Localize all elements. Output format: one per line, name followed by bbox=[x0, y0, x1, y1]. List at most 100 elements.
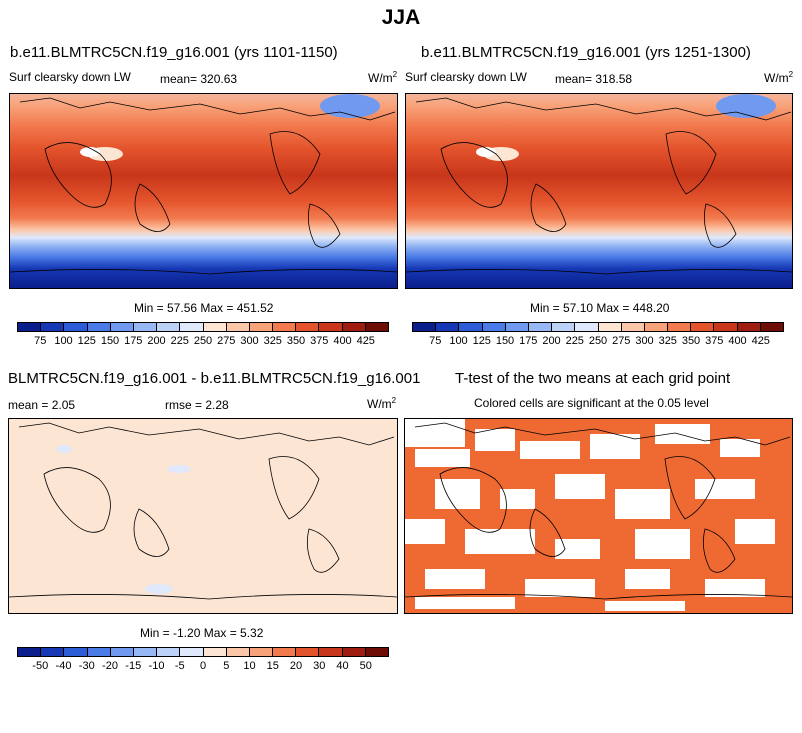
colorbar-swatch bbox=[249, 648, 274, 656]
colorbar-swatch bbox=[413, 323, 437, 331]
panel2-mean: mean= 318.58 bbox=[555, 72, 633, 86]
panel1-variable: Surf clearsky down LW bbox=[9, 70, 131, 84]
colorbar-swatch bbox=[505, 323, 529, 331]
colorbar-swatch bbox=[41, 648, 65, 656]
ttest-map bbox=[404, 418, 793, 614]
diff-colorbar bbox=[17, 647, 389, 657]
diff-units: W/m2 bbox=[367, 396, 397, 411]
colorbar-tick-label: 50 bbox=[359, 660, 372, 672]
colorbar-tick-label: -20 bbox=[102, 660, 118, 672]
colorbar-swatch bbox=[203, 648, 227, 656]
colorbar-tick-label: 250 bbox=[193, 335, 213, 347]
colorbar-tick-label: 300 bbox=[240, 335, 259, 347]
panel2-colorbar bbox=[412, 322, 784, 332]
diff-colorbar-labels: -50 -40 -30 -20 -15 -10 -5 0 5 10 15 20 30 40 50 bbox=[17, 660, 389, 674]
colorbar-tick-label: 100 bbox=[449, 335, 468, 347]
ttest-subtitle: Colored cells are significant at the 0.0… bbox=[474, 396, 709, 410]
colorbar-swatch bbox=[365, 648, 388, 656]
colorbar-tick-label: 10 bbox=[243, 660, 256, 672]
panel2-colorbar-labels: 75 100 125 150 175 200 225 250 275 300 325 350 375 40… bbox=[412, 335, 784, 349]
colorbar-swatch bbox=[18, 648, 42, 656]
colorbar-swatch bbox=[87, 648, 111, 656]
colorbar-tick-label: 375 bbox=[705, 335, 724, 347]
colorbar-tick-label: 15 bbox=[266, 660, 279, 672]
colorbar-swatch bbox=[528, 323, 553, 331]
colorbar-tick-label: 325 bbox=[263, 335, 282, 347]
colorbar-swatch bbox=[342, 323, 366, 331]
colorbar-tick-label: 375 bbox=[310, 335, 329, 347]
colorbar-swatch bbox=[737, 323, 761, 331]
colorbar-swatch bbox=[342, 648, 366, 656]
colorbar-tick-label: 225 bbox=[565, 335, 584, 347]
colorbar-swatch bbox=[598, 323, 622, 331]
colorbar-tick-label: 250 bbox=[588, 335, 608, 347]
colorbar-tick-label: 150 bbox=[100, 335, 120, 347]
panel2-map bbox=[405, 93, 793, 289]
colorbar-tick-label: 275 bbox=[217, 335, 236, 347]
panel1-mean: mean= 320.63 bbox=[160, 72, 238, 86]
colorbar-tick-label: -15 bbox=[125, 660, 142, 672]
colorbar-tick-label: 225 bbox=[170, 335, 189, 347]
colorbar-swatch bbox=[226, 648, 250, 656]
panel2-units: W/m2 bbox=[764, 70, 794, 85]
colorbar-swatch bbox=[41, 323, 65, 331]
colorbar-tick-label: 325 bbox=[658, 335, 677, 347]
colorbar-swatch bbox=[87, 323, 111, 331]
colorbar-swatch bbox=[668, 323, 692, 331]
colorbar-tick-label: 150 bbox=[495, 335, 515, 347]
colorbar-swatch bbox=[110, 323, 134, 331]
panel1-colorbar-labels: 75 100 125 150 175 200 225 250 275 300 325 350 375 40… bbox=[17, 335, 389, 349]
colorbar-tick-label: 400 bbox=[333, 335, 352, 347]
colorbar-swatch bbox=[621, 323, 645, 331]
colorbar-swatch bbox=[133, 323, 158, 331]
colorbar-tick-label: 125 bbox=[77, 335, 96, 347]
colorbar-tick-label: 0 bbox=[199, 660, 207, 672]
panel1-title: b.e11.BLMTRC5CN.f19_g16.001 (yrs 1101-11… bbox=[10, 44, 338, 61]
colorbar-swatch bbox=[365, 323, 388, 331]
panel2-title: b.e11.BLMTRC5CN.f19_g16.001 (yrs 1251-13… bbox=[421, 44, 751, 61]
diff-title: BLMTRC5CN.f19_g16.001 - b.e11.BLMTRC5CN.… bbox=[8, 370, 421, 387]
colorbar-swatch bbox=[691, 323, 715, 331]
colorbar-swatch bbox=[273, 648, 297, 656]
colorbar-tick-label: 30 bbox=[313, 660, 326, 672]
panel1-map bbox=[9, 93, 398, 289]
colorbar-swatch bbox=[319, 648, 343, 656]
colorbar-swatch bbox=[714, 323, 738, 331]
panel2-minmax: Min = 57.10 Max = 448.20 bbox=[530, 301, 670, 315]
colorbar-swatch bbox=[319, 323, 343, 331]
colorbar-swatch bbox=[180, 323, 204, 331]
colorbar-tick-label: -50 bbox=[32, 660, 49, 672]
colorbar-swatch bbox=[133, 648, 158, 656]
colorbar-tick-label: 425 bbox=[751, 335, 770, 347]
colorbar-swatch bbox=[552, 323, 576, 331]
colorbar-swatch bbox=[157, 648, 181, 656]
colorbar-tick-label: -30 bbox=[78, 660, 95, 672]
colorbar-tick-label: 175 bbox=[519, 335, 538, 347]
colorbar-tick-label: -5 bbox=[174, 660, 185, 672]
colorbar-tick-label: 40 bbox=[336, 660, 349, 672]
panel2-field-svg bbox=[406, 94, 792, 288]
colorbar-swatch bbox=[249, 323, 274, 331]
colorbar-tick-label: 300 bbox=[635, 335, 654, 347]
colorbar-swatch bbox=[760, 323, 783, 331]
colorbar-swatch bbox=[436, 323, 460, 331]
colorbar-tick-label: 75 bbox=[34, 335, 47, 347]
colorbar-tick-label: 75 bbox=[429, 335, 442, 347]
colorbar-swatch bbox=[203, 323, 227, 331]
colorbar-tick-label: 400 bbox=[728, 335, 747, 347]
colorbar-tick-label: 20 bbox=[289, 660, 303, 672]
colorbar-tick-label: 125 bbox=[472, 335, 491, 347]
colorbar-tick-label: 5 bbox=[223, 660, 230, 672]
panel1-field-svg bbox=[10, 94, 397, 288]
season-title: JJA bbox=[381, 6, 421, 29]
colorbar-tick-label: 200 bbox=[147, 335, 166, 347]
colorbar-tick-label: 350 bbox=[286, 335, 306, 347]
colorbar-swatch bbox=[64, 648, 88, 656]
colorbar-swatch bbox=[459, 323, 483, 331]
colorbar-tick-label: 175 bbox=[124, 335, 143, 347]
colorbar-tick-label: -40 bbox=[55, 660, 72, 672]
colorbar-swatch bbox=[296, 323, 320, 331]
colorbar-tick-label: -10 bbox=[148, 660, 165, 672]
diff-mean: mean = 2.05 bbox=[8, 398, 76, 412]
panel1-minmax: Min = 57.56 Max = 451.52 bbox=[134, 301, 274, 315]
